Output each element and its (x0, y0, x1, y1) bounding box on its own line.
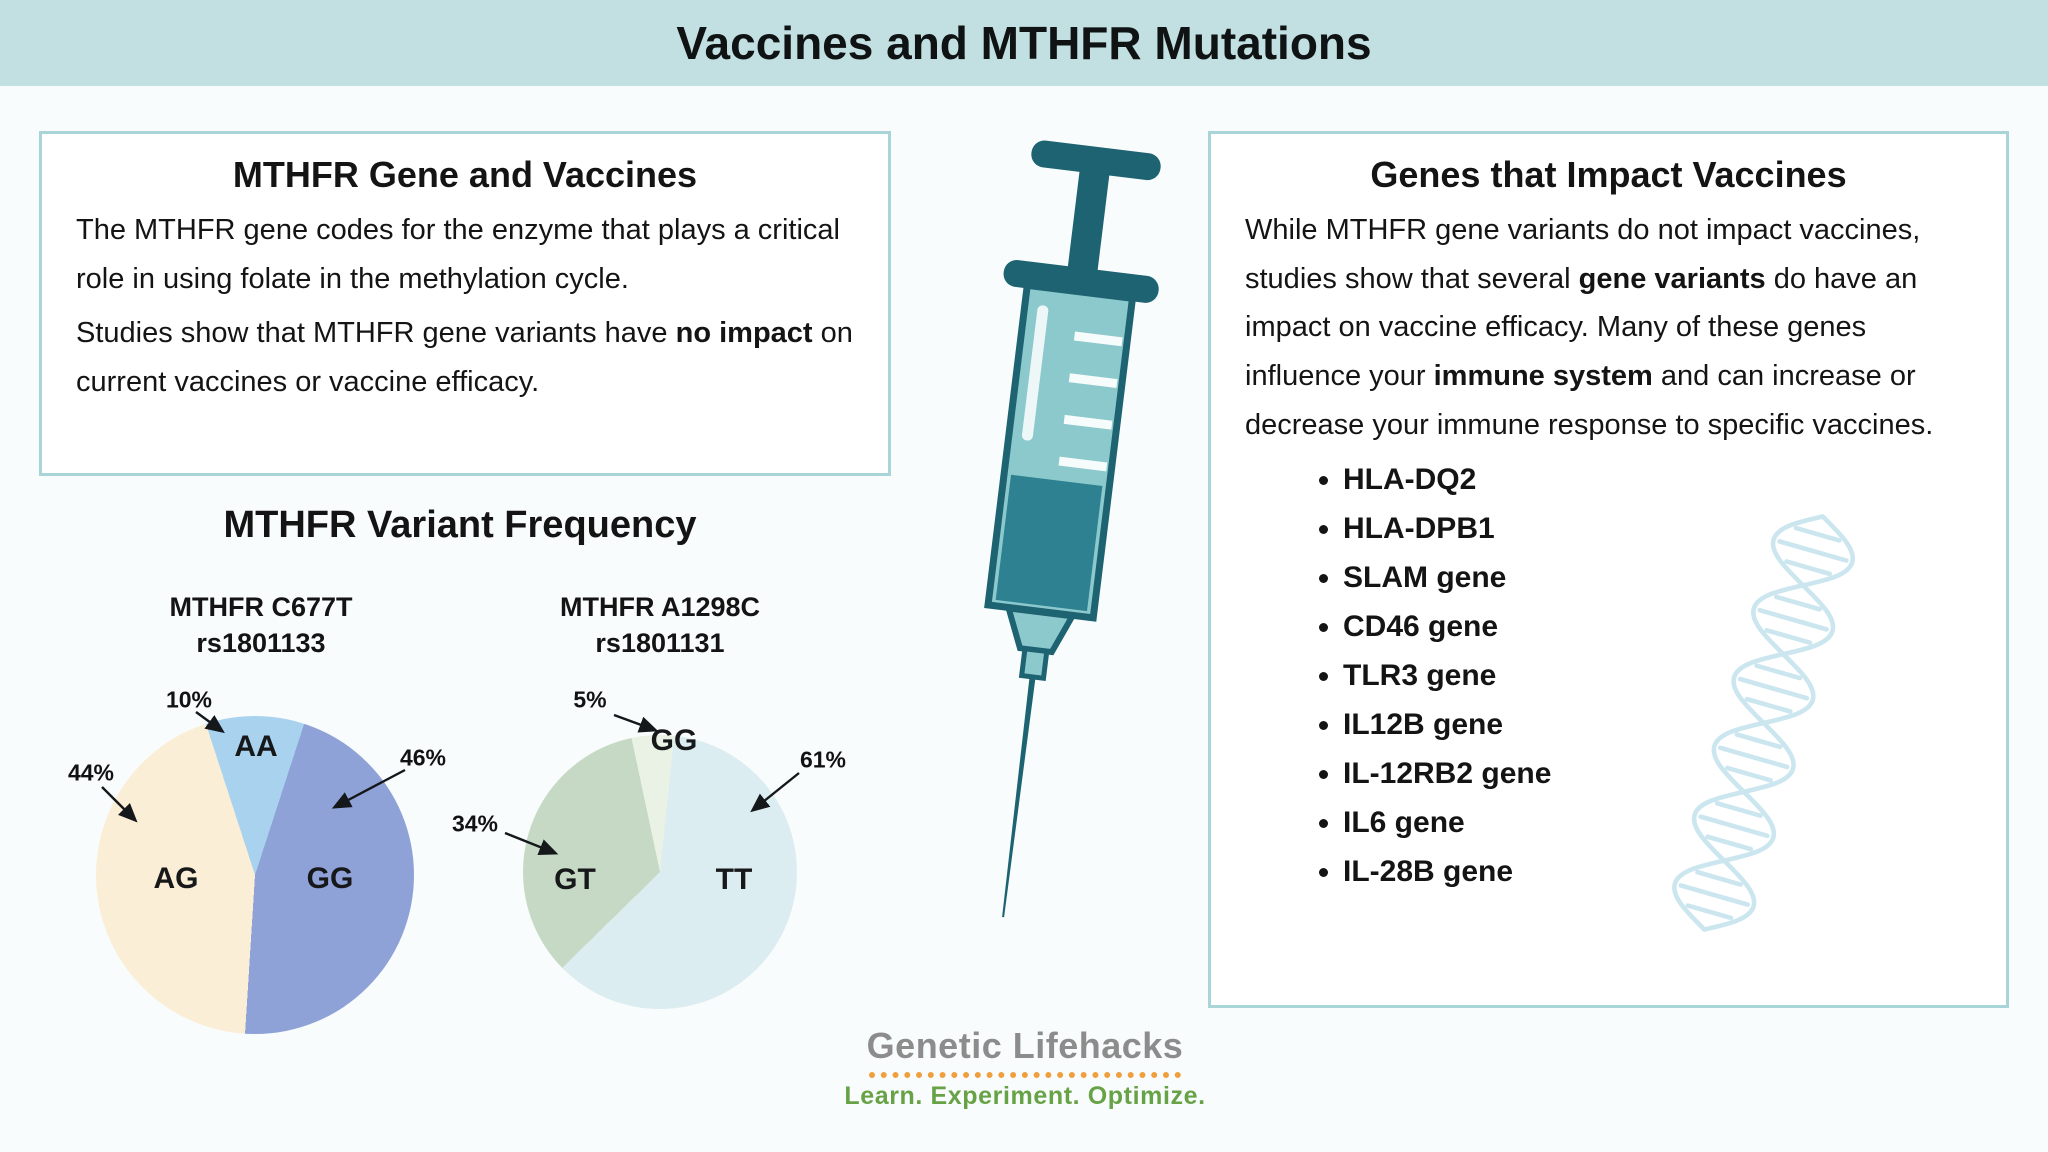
gene-name: SLAM gene (1343, 560, 1507, 594)
pie1-label-gg: GG (306, 862, 354, 895)
pie2-label-gt: GT (554, 863, 596, 896)
pie1-label-ag: AG (153, 862, 199, 895)
paragraph2-post: on current vaccines or vaccine efficacy. (76, 317, 853, 399)
pie-chart-c677t: 10% 44% 46% AA GG AG (68, 685, 455, 1055)
gene-name: CD46 gene (1343, 609, 1499, 643)
syringe-icon (984, 140, 1161, 918)
gene-name: IL-28B gene (1343, 854, 1514, 888)
intro-seg-4: and can increase or decrease your immune… (1245, 360, 1934, 441)
gene-name: HLA-DPB1 (1343, 511, 1495, 545)
dna-helix-icon (1672, 514, 1856, 932)
right-panel-intro: While MTHFR gene variants do not impact … (1245, 206, 1972, 450)
gene-list-item: IL6 gene (1343, 803, 1972, 842)
pie2-pct-gg: 5% (573, 686, 607, 713)
gene-list-item: TLR3 gene (1343, 656, 1972, 695)
left-panel-heading: MTHFR Gene and Vaccines (232, 154, 698, 195)
gene-list: HLA-DQ2 HLA-DPB1 SLAM gene CD46 gene TLR… (1309, 460, 1972, 891)
pie1-subtitle: rs1801133 (196, 627, 326, 658)
pie2-circle (523, 735, 797, 1009)
paragraph2-bold: no impact (675, 317, 813, 350)
gene-list-item: IL-12RB2 gene (1343, 754, 1972, 793)
logo-name: Genetic Lifehacks (866, 1025, 1184, 1066)
right-panel-heading: Genes that Impact Vaccines (1370, 154, 1847, 195)
gene-name: HLA-DQ2 (1343, 462, 1477, 496)
intro-seg-3: immune system (1433, 360, 1653, 393)
gene-list-item: HLA-DQ2 (1343, 460, 1972, 499)
pie1-pct-gg: 46% (399, 744, 447, 771)
gene-list-item: IL12B gene (1343, 705, 1972, 744)
mthfr-gene-panel: MTHFR Gene and Vaccines The MTHFR gene c… (39, 131, 891, 476)
header-banner: Vaccines and MTHFR Mutations (0, 0, 2048, 86)
pie2-title-block: MTHFR A1298C rs1801131 (495, 590, 825, 661)
pie2-title: MTHFR A1298C (559, 592, 761, 622)
intro-seg-1: gene variants (1578, 262, 1766, 295)
gene-name: IL6 gene (1343, 805, 1465, 839)
left-panel-paragraph-2: Studies show that MTHFR gene variants ha… (76, 309, 854, 406)
logo-dotted-divider (869, 1072, 1181, 1078)
pie1-pct-aa: 10% (165, 686, 213, 713)
gene-list-item: CD46 gene (1343, 607, 1972, 646)
variant-frequency-heading: MTHFR Variant Frequency (223, 504, 697, 546)
gene-name: IL12B gene (1343, 707, 1504, 741)
pie1-title-block: MTHFR C677T rs1801133 (96, 590, 426, 661)
gene-name: IL-12RB2 gene (1343, 756, 1552, 790)
pie1-title: MTHFR C677T (169, 592, 353, 622)
pie1-label-aa: AA (234, 730, 278, 763)
pie-chart-a1298c: 5% 61% 34% GG TT GT (451, 685, 855, 1065)
paragraph2-pre: Studies show that MTHFR gene variants ha… (76, 317, 676, 350)
gene-list-item: SLAM gene (1343, 558, 1972, 597)
logo-tagline: Learn. Experiment. Optimize. (844, 1082, 1206, 1110)
pie1-pct-ag: 44% (67, 759, 115, 786)
gene-list-item: IL-28B gene (1343, 852, 1972, 891)
pie2-pct-gt: 34% (451, 810, 499, 837)
left-panel-paragraph-1: The MTHFR gene codes for the enzyme that… (76, 214, 840, 295)
intro-seg-0: While MTHFR gene variants do not impact … (1245, 214, 1921, 295)
gene-list-item: HLA-DPB1 (1343, 509, 1972, 548)
page-title: Vaccines and MTHFR Mutations (676, 17, 1372, 69)
intro-seg-2: do have an impact on vaccine efficacy. M… (1245, 262, 1918, 393)
pie2-label-tt: TT (715, 863, 753, 896)
pie2-pct-tt: 61% (799, 746, 847, 773)
pie2-label-gg: GG (650, 724, 698, 757)
genetic-lifehacks-logo: Genetic Lifehacks Learn. Experiment. Opt… (805, 1025, 1245, 1111)
genes-impact-panel: Genes that Impact Vaccines While MTHFR g… (1208, 131, 2009, 1008)
pie2-subtitle: rs1801131 (595, 627, 725, 658)
gene-name: TLR3 gene (1343, 658, 1497, 692)
